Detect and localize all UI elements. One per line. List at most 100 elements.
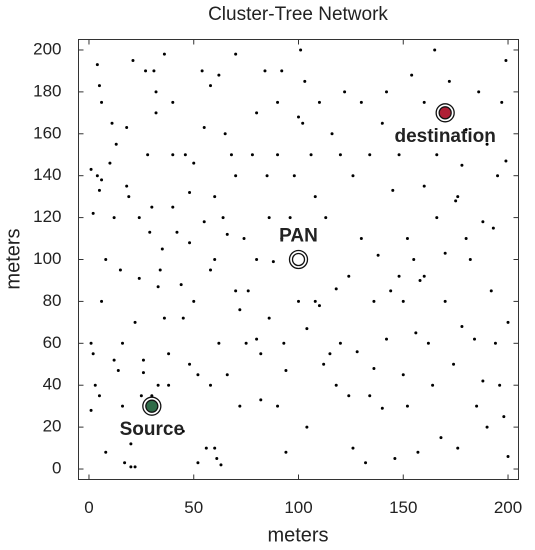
node-point <box>313 299 317 303</box>
node-point <box>204 446 208 450</box>
node-point <box>397 274 401 278</box>
node-point <box>391 188 395 192</box>
node-point <box>452 362 456 366</box>
y-tick-label: 0 <box>52 459 61 478</box>
node-point <box>431 383 435 387</box>
node-point <box>485 142 489 146</box>
node-point <box>171 100 175 104</box>
node-point <box>97 84 101 88</box>
x-tick-label: 150 <box>389 498 417 517</box>
node-point <box>162 316 166 320</box>
special-node <box>291 252 306 267</box>
node-point <box>460 325 464 329</box>
node-point <box>355 350 359 354</box>
node-point <box>502 415 506 419</box>
node-point <box>93 383 97 387</box>
node-point <box>97 188 101 192</box>
node-point <box>401 373 405 377</box>
node-point <box>150 205 154 209</box>
node-point <box>223 132 227 136</box>
node-point <box>330 132 334 136</box>
node-point <box>160 247 164 251</box>
node-point <box>137 276 141 280</box>
node-point <box>213 446 217 450</box>
x-tick-label: 100 <box>284 498 312 517</box>
node-point <box>137 216 141 220</box>
node-point <box>414 331 418 335</box>
node-point <box>299 48 303 52</box>
node-point <box>372 299 376 303</box>
node-point <box>167 352 171 356</box>
x-tick-label: 0 <box>84 498 93 517</box>
node-point <box>244 341 248 345</box>
y-tick-label: 80 <box>43 291 62 310</box>
node-point <box>334 287 338 291</box>
node-point <box>280 69 284 73</box>
node-point <box>152 69 156 73</box>
node-point <box>338 153 342 157</box>
node-point <box>426 341 430 345</box>
node-point <box>485 425 489 429</box>
y-tick-label: 180 <box>33 81 61 100</box>
node-point <box>192 299 196 303</box>
node-point <box>418 278 422 282</box>
node-point <box>473 337 476 341</box>
node-point <box>259 398 263 402</box>
node-point <box>364 461 368 465</box>
node-point <box>380 121 384 125</box>
node-point <box>468 258 472 261</box>
node-point <box>284 450 288 454</box>
node-point <box>225 232 229 236</box>
node-point <box>255 337 259 341</box>
node-point <box>139 394 143 398</box>
node-point <box>234 174 238 178</box>
y-tick-label: 100 <box>33 249 61 268</box>
node-point <box>447 79 451 83</box>
node-point <box>202 126 206 129</box>
node-point <box>288 216 292 220</box>
node-point <box>213 258 217 261</box>
node-point <box>422 184 426 188</box>
node-point <box>498 383 502 387</box>
node-point <box>271 260 275 264</box>
node-point <box>125 126 129 129</box>
node-point <box>422 274 426 278</box>
y-tick-label: 160 <box>33 123 61 142</box>
node-point <box>121 404 124 408</box>
node-point <box>506 320 510 324</box>
node-point <box>435 153 439 157</box>
node-point <box>158 268 162 272</box>
node-point <box>305 425 309 429</box>
node-point <box>238 404 242 408</box>
node-point <box>328 352 332 356</box>
node-point <box>171 153 175 157</box>
node-point <box>477 90 481 94</box>
node-point <box>347 394 351 398</box>
x-axis-label: meters <box>267 524 328 546</box>
node-point <box>154 111 158 115</box>
special-node-label: Source <box>120 419 184 440</box>
node-point <box>322 362 326 366</box>
node-point <box>97 394 101 398</box>
node-point <box>504 159 508 163</box>
node-point <box>127 195 131 199</box>
node-point <box>435 216 439 220</box>
chart-title: Cluster-Tree Network <box>208 4 388 25</box>
node-point <box>196 461 200 465</box>
special-node-label: PAN <box>279 226 318 247</box>
node-point <box>317 100 321 104</box>
node-point <box>263 69 267 73</box>
node-point <box>188 362 192 366</box>
node-point <box>324 216 328 220</box>
node-point <box>192 161 196 165</box>
node-point <box>351 174 355 178</box>
node-point <box>89 341 93 345</box>
node-point <box>221 216 225 220</box>
node-point <box>114 142 118 146</box>
node-point <box>89 167 93 171</box>
node-point <box>225 373 229 377</box>
node-point <box>181 316 185 320</box>
node-point <box>95 63 99 67</box>
special-node-label: destination <box>394 126 495 147</box>
y-tick-label: 200 <box>33 39 61 58</box>
